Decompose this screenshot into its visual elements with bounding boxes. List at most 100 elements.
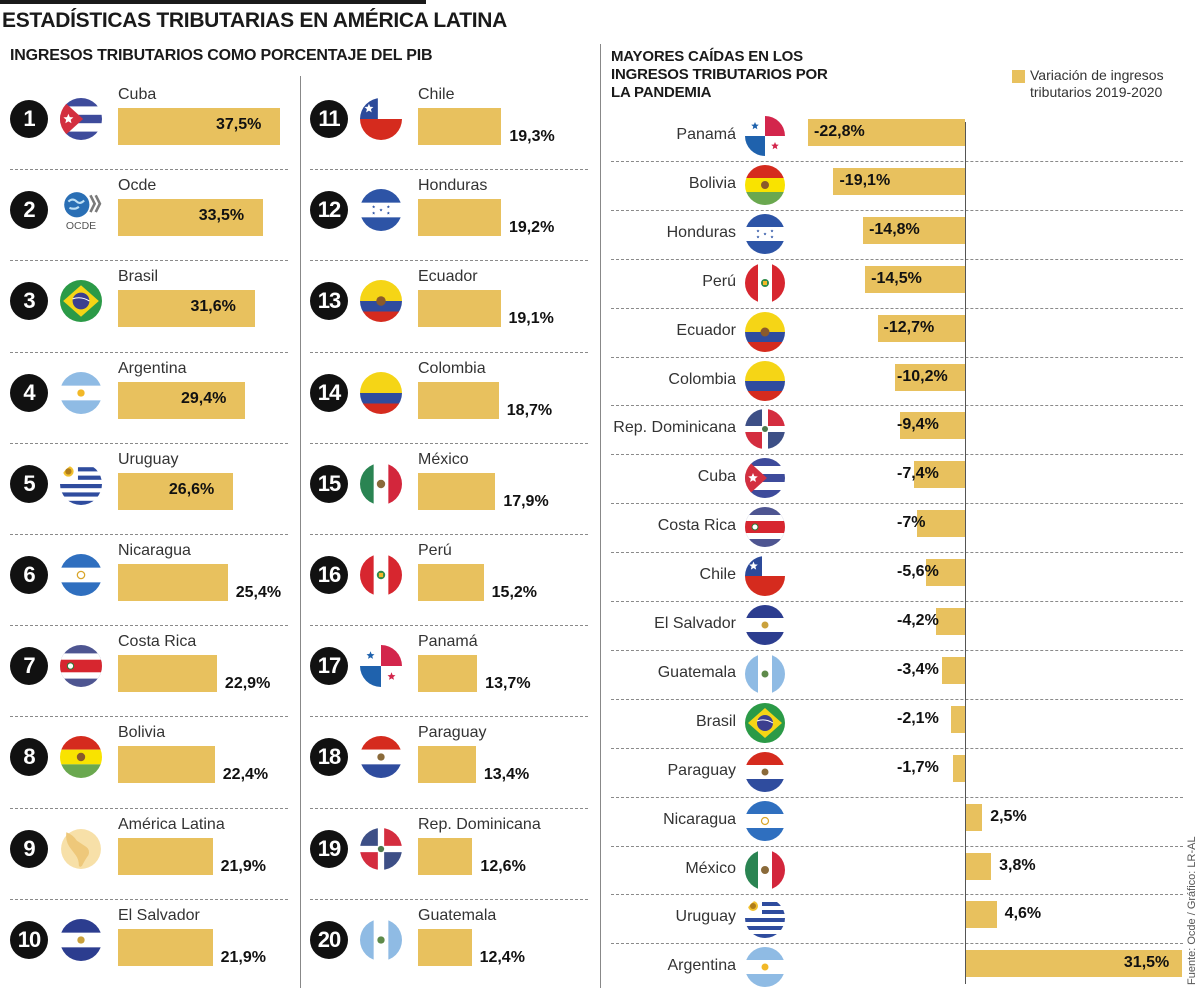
rank-badge: 16 [310,556,348,594]
bar [950,705,965,733]
country-name: Argentina [118,359,187,377]
row-separator [310,534,588,535]
flag-ocde-icon: OCDE [60,189,102,231]
variation-row: Panamá -22,8% [611,112,1191,161]
flag-mexico-icon [745,849,785,890]
data-label: -14,8% [869,220,920,238]
country-name: Cuba [697,468,736,486]
row-separator [611,796,1183,798]
bar [418,108,502,145]
flag-costarica-icon [60,645,102,688]
flag-uruguay-icon [60,462,102,505]
variation-row: Bolivia -19,1% [611,161,1191,210]
bar [418,837,473,875]
rank-row: 16 Perú 15,2% [310,534,590,625]
variation-row: Guatemala -3,4% [611,650,1191,699]
country-name: México [418,450,469,468]
column-divider [600,44,601,988]
data-label: -10,2% [897,367,948,385]
row-separator [611,307,1183,309]
rank-badge: 2 [10,191,48,230]
flag-cuba-icon [60,98,102,140]
flag-chile-icon [360,98,402,140]
data-label: 22,9% [224,675,271,693]
bar [926,559,965,587]
legend-label-line: tributarios 2019-2020 [1030,84,1163,100]
row-separator [310,807,588,809]
rank-badge: 13 [310,282,348,321]
row-separator [611,845,1183,847]
right-chart-title-line: LA PANDEMIA [611,84,712,101]
country-name: Panamá [676,126,736,143]
flag-uruguay-icon [745,898,785,939]
row-separator [611,356,1183,358]
country-name: Bolivia [118,724,166,742]
data-label: 21,9% [220,857,266,875]
country-name: Costa Rica [118,633,197,651]
variation-row: Colombia -10,2% [611,357,1191,406]
bar [418,928,472,966]
country-name: Colombia [668,370,736,388]
data-label: 26,6% [168,480,215,498]
legend-label-line: Variación de ingresos [1030,67,1164,83]
row-separator [611,454,1183,456]
rank-badge: 17 [310,647,348,686]
data-label: -22,8% [814,123,865,140]
country-name: Cuba [118,86,157,103]
row-separator [611,943,1183,945]
data-label: -19,1% [839,171,891,189]
row-separator [10,169,288,171]
rank-badge: 12 [310,191,348,230]
rank-badge: 9 [10,829,48,868]
variation-row: El Salvador -4,2% [611,601,1191,650]
row-separator [611,503,1183,505]
rank-row: 6 Nicaragua 25,4% [10,534,290,625]
rank-row: 2 OCDE Ocde 33,5% [10,169,290,260]
bar [118,837,213,875]
flag-panama-icon [745,116,785,156]
row-separator [10,442,288,444]
bar [916,510,965,538]
row-separator [611,552,1183,554]
rank-row: 4 Argentina 29,4% [10,352,290,443]
legend-swatch [1012,70,1025,83]
country-name: Nicaragua [118,542,191,559]
column-divider [300,76,301,988]
rank-row: 13 Ecuador 19,1% [310,260,590,351]
rank-row: 8 Bolivia 22,4% [10,716,290,807]
data-label: 12,6% [480,857,526,875]
row-separator [310,716,588,718]
right-chart-title: MAYORES CAÍDAS EN LOS INGRESOS TRIBUTARI… [611,48,828,102]
data-label: 17,9% [503,492,549,510]
data-label: 37,5% [216,116,262,133]
rank-row: 18 Paraguay 13,4% [310,716,590,807]
source-credit: Fuente: Ocde / Gráfico: LR-AL [1186,836,1198,985]
row-separator [10,351,288,353]
bar [418,655,478,693]
rank-badge: 3 [10,282,48,321]
flag-cuba-icon [745,458,785,499]
data-label: 19,1% [508,310,554,328]
flag-elsalvador-icon [60,918,102,961]
rank-badge: 15 [310,464,348,503]
bar [118,108,280,145]
country-name: Argentina [667,957,737,975]
data-label: -5,6% [897,563,939,581]
rank-badge: 7 [10,647,48,686]
bar [418,199,501,237]
rank-row: 10 El Salvador 21,9% [10,899,290,990]
row-separator [611,405,1183,407]
bar [418,564,484,601]
bar [418,290,501,328]
bar [953,754,965,782]
variation-row: Rep. Dominicana -9,4% [611,405,1191,454]
row-separator [611,258,1183,260]
row-separator [310,625,588,627]
country-name: Brasil [695,712,736,730]
variation-row: Cuba -7,4% [611,454,1191,503]
bar [941,656,965,684]
data-label: -9,4% [897,416,939,434]
row-separator [10,898,288,900]
rank-badge: 14 [310,373,348,412]
country-name: Perú [418,542,452,559]
